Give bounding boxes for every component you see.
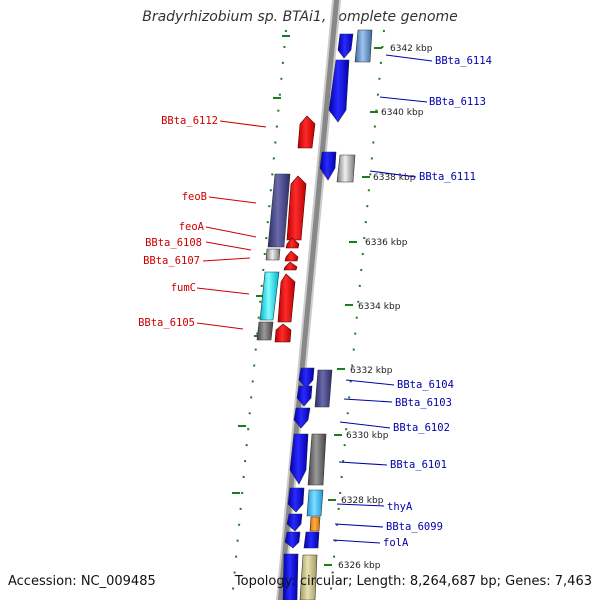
gene-label-BBta_6113[interactable]: BBta_6113 bbox=[429, 96, 486, 108]
gene-label-BBta_6111[interactable]: BBta_6111 bbox=[419, 171, 476, 183]
accession-text: Accession: NC_009485 bbox=[8, 574, 156, 589]
gene-arrow-forward[interactable] bbox=[284, 531, 301, 549]
gene-arrow-reverse[interactable] bbox=[285, 237, 300, 249]
gene-arrow-reverse[interactable] bbox=[274, 323, 292, 343]
gene-block-cyan[interactable] bbox=[259, 271, 280, 321]
leader-line bbox=[369, 170, 417, 178]
left-track-dots bbox=[231, 29, 287, 600]
gene-label-fumC[interactable]: fumC bbox=[171, 282, 196, 294]
gene-label-thyA[interactable]: thyA bbox=[387, 501, 413, 513]
leader-line bbox=[379, 96, 428, 103]
gene-arrow-forward[interactable] bbox=[296, 385, 313, 407]
scale-label: 6336 kbp bbox=[365, 238, 408, 248]
leader-line bbox=[196, 287, 250, 295]
gene-label-feoA[interactable]: feoA bbox=[179, 221, 205, 233]
leader-line bbox=[334, 523, 384, 528]
gene-arrow-reverse[interactable] bbox=[286, 175, 307, 241]
gene-arrow-forward[interactable] bbox=[293, 407, 311, 429]
gene-block-darkgray[interactable] bbox=[256, 321, 274, 341]
gene-block-navy[interactable] bbox=[314, 369, 333, 408]
scale-label: 6326 kbp bbox=[338, 561, 381, 571]
gene-label-BBta_6099[interactable]: BBta_6099 bbox=[386, 521, 443, 533]
gene-arrow-forward[interactable] bbox=[286, 513, 303, 532]
leader-line bbox=[339, 421, 391, 429]
gene-arrow-forward[interactable] bbox=[287, 487, 305, 513]
leader-line bbox=[385, 54, 433, 62]
gene-block-orange[interactable] bbox=[309, 516, 321, 532]
gene-block-lightgray[interactable] bbox=[265, 248, 281, 261]
scale-label: 6338 kbp bbox=[373, 173, 416, 183]
gene-block-sky[interactable] bbox=[306, 489, 324, 517]
gene-label-BBta_6101[interactable]: BBta_6101 bbox=[390, 459, 447, 471]
gene-arrow-forward[interactable] bbox=[282, 553, 299, 600]
leader-line bbox=[343, 398, 393, 403]
leader-line bbox=[205, 226, 257, 238]
scale-label: 6334 kbp bbox=[358, 302, 401, 312]
leader-line bbox=[205, 241, 252, 251]
leader-line bbox=[345, 379, 395, 386]
gene-label-BBta_6107[interactable]: BBta_6107 bbox=[143, 255, 200, 267]
gene-block-lightgray[interactable] bbox=[336, 154, 356, 183]
gene-label-BBta_6114[interactable]: BBta_6114 bbox=[435, 55, 492, 67]
gene-block-khaki[interactable] bbox=[299, 554, 318, 600]
gene-label-BBta_6105[interactable]: BBta_6105 bbox=[138, 317, 195, 329]
scale-label: 6330 kbp bbox=[346, 431, 389, 441]
gene-arrow-forward[interactable] bbox=[328, 59, 350, 123]
gene-arrow-reverse[interactable] bbox=[297, 115, 316, 149]
gene-arrow-forward[interactable] bbox=[337, 33, 354, 59]
leader-line bbox=[332, 539, 381, 544]
map-title: Bradyrhizobium sp. BTAi1, complete genom… bbox=[142, 9, 458, 25]
leader-line bbox=[338, 461, 388, 466]
gene-arrow-forward[interactable] bbox=[298, 367, 315, 389]
gene-arrow-reverse[interactable] bbox=[283, 261, 298, 271]
gene-arrow-forward[interactable] bbox=[319, 151, 337, 181]
leader-line bbox=[336, 503, 385, 507]
gene-arrow-forward[interactable] bbox=[289, 433, 309, 485]
scale-label: 6332 kbp bbox=[350, 366, 393, 376]
gene-label-BBta_6108[interactable]: BBta_6108 bbox=[145, 237, 202, 249]
gene-label-BBta_6112[interactable]: BBta_6112 bbox=[161, 115, 218, 127]
leader-line bbox=[219, 120, 267, 128]
leader-line bbox=[208, 196, 257, 204]
gene-label-BBta_6102[interactable]: BBta_6102 bbox=[393, 422, 450, 434]
leader-line bbox=[196, 322, 244, 330]
gene-arrow-reverse[interactable] bbox=[284, 250, 299, 262]
scale-label: 6328 kbp bbox=[341, 496, 384, 506]
gene-arrow-reverse[interactable] bbox=[277, 273, 296, 323]
gene-block-darkgray[interactable] bbox=[307, 433, 327, 486]
gene-label-folA[interactable]: folA bbox=[383, 537, 409, 549]
scale-label: 6342 kbp bbox=[390, 44, 433, 54]
leader-line bbox=[202, 257, 251, 262]
gene-block-steel[interactable] bbox=[354, 29, 373, 63]
gene-label-BBta_6103[interactable]: BBta_6103 bbox=[395, 397, 452, 409]
gene-label-BBta_6104[interactable]: BBta_6104 bbox=[397, 379, 454, 391]
gene-label-feoB[interactable]: feoB bbox=[182, 191, 207, 203]
gene-arrow-forward[interactable] bbox=[303, 531, 320, 549]
gene-block-navy[interactable] bbox=[267, 173, 291, 248]
scale-label: 6340 kbp bbox=[381, 108, 424, 118]
topology-text: Topology: circular; Length: 8,264,687 bp… bbox=[234, 574, 592, 589]
